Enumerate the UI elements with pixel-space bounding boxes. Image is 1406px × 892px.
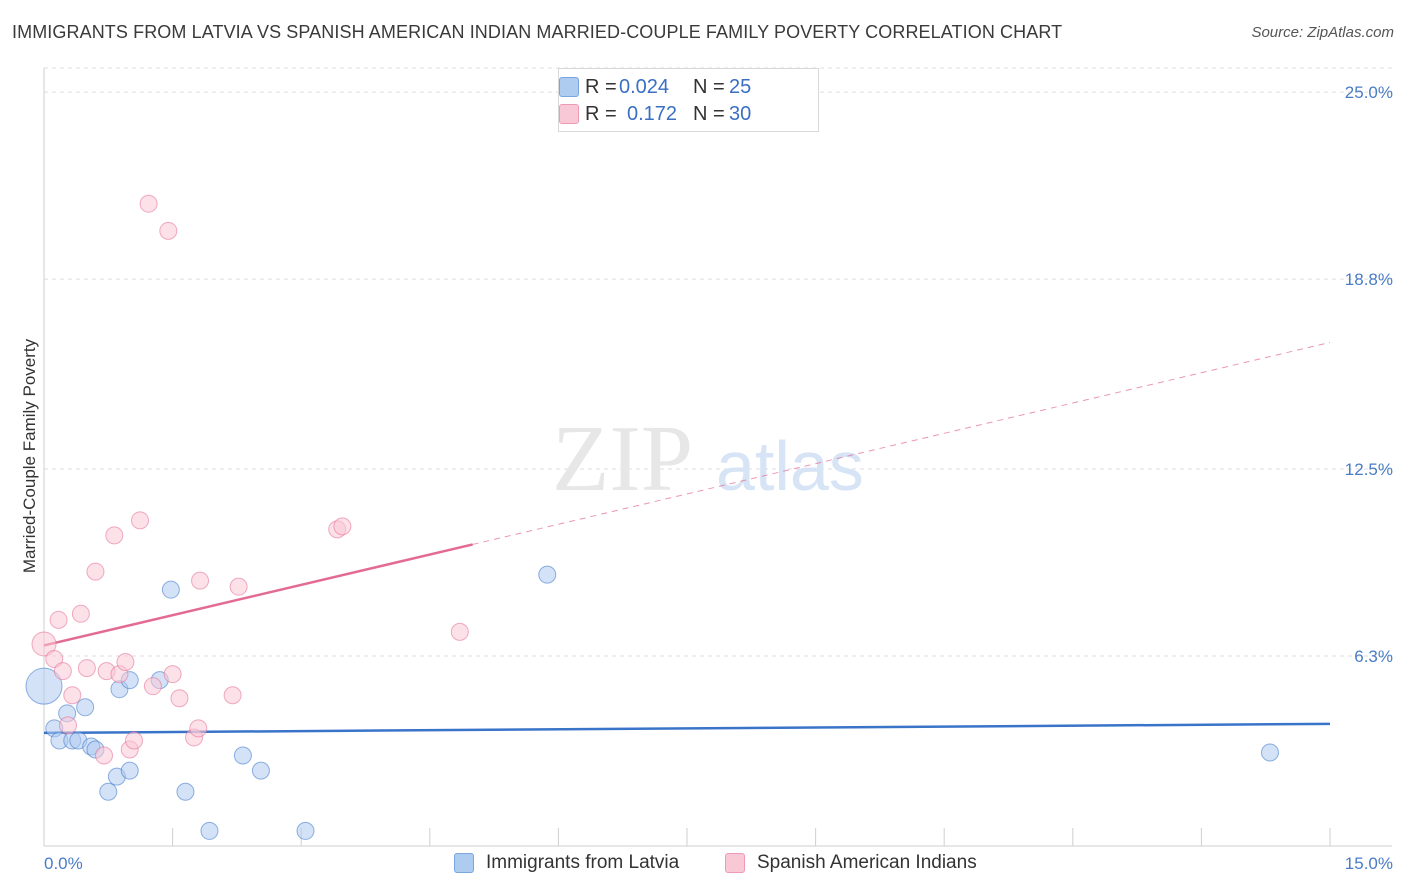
x-ticks <box>172 828 1331 846</box>
legend-n-value-spanish: 30 <box>729 102 752 125</box>
legend-n-value-latvia: 25 <box>729 75 752 98</box>
axes <box>43 68 1392 847</box>
data-point-spanish <box>163 665 182 684</box>
data-point-latvia <box>99 782 118 801</box>
y-tick-label: 6.3% <box>1354 647 1393 666</box>
data-point-spanish <box>450 622 469 641</box>
data-point-spanish <box>229 577 248 596</box>
trend-line-0 <box>43 722 1331 735</box>
data-point-spanish <box>71 604 90 623</box>
y-tick-labels: 6.3% 12.5% 18.8% 25.0% <box>1345 83 1393 666</box>
data-point-latvia <box>538 565 557 584</box>
legend-n-label: N = <box>693 102 725 125</box>
legend-swatch-latvia <box>454 853 474 873</box>
data-point-latvia <box>76 698 95 717</box>
y-tick-label: 18.8% <box>1345 270 1393 289</box>
legend-swatch-latvia <box>559 77 579 97</box>
trend-line-1 <box>43 543 473 647</box>
legend-n-label: N = <box>693 75 725 98</box>
data-point-spanish <box>77 659 96 678</box>
watermark-zip: ZIP <box>552 407 693 511</box>
data-point-latvia <box>25 667 63 705</box>
trend-lines <box>43 341 1331 735</box>
data-point-spanish <box>116 653 135 672</box>
source-attribution: Source: ZipAtlas.com <box>1251 24 1394 41</box>
data-point-latvia <box>233 746 252 765</box>
gridlines <box>44 67 1392 657</box>
data-point-spanish <box>31 631 57 657</box>
data-point-spanish <box>86 562 105 581</box>
legend-r-value-spanish: 0.172 <box>627 102 678 125</box>
legend-item-latvia: Immigrants from Latvia <box>454 852 679 874</box>
watermark: ZIP atlas <box>552 407 864 511</box>
watermark-atlas: atlas <box>716 427 864 505</box>
data-point-latvia <box>296 821 315 840</box>
data-point-spanish <box>159 221 178 240</box>
legend-r-label: R = <box>585 75 617 98</box>
data-point-spanish <box>53 662 72 681</box>
data-point-spanish <box>333 517 352 536</box>
correlation-legend: R = 0.024 N = 25 R = 0.172 N = 30 <box>558 68 819 132</box>
data-point-spanish <box>63 686 82 705</box>
y-axis-label: Married-Couple Family Poverty <box>20 338 39 573</box>
data-point-latvia <box>120 761 139 780</box>
y-tick-label: 12.5% <box>1345 460 1393 479</box>
legend-item-spanish: Spanish American Indians <box>725 852 977 874</box>
data-point-spanish <box>143 677 162 696</box>
data-point-latvia <box>161 580 180 599</box>
data-point-spanish <box>131 511 150 530</box>
data-point-spanish <box>105 526 124 545</box>
data-point-latvia <box>200 821 219 840</box>
trend-line-ext-1 <box>472 341 1331 545</box>
data-point-spanish <box>95 746 114 765</box>
data-point-spanish <box>59 716 78 735</box>
data-point-spanish <box>223 686 242 705</box>
legend-swatch-spanish <box>559 104 579 124</box>
data-point-spanish <box>189 719 208 738</box>
data-point-spanish <box>139 194 158 213</box>
data-point-spanish <box>125 731 144 750</box>
data-point-spanish <box>49 610 68 629</box>
legend-label-latvia: Immigrants from Latvia <box>486 852 680 873</box>
legend-swatch-spanish <box>725 853 745 873</box>
legend-r-label: R = <box>585 102 617 125</box>
data-point-latvia <box>1260 743 1279 762</box>
y-tick-label: 25.0% <box>1345 83 1393 102</box>
chart-title: IMMIGRANTS FROM LATVIA VS SPANISH AMERIC… <box>12 22 1063 42</box>
data-point-latvia <box>251 761 270 780</box>
data-point-spanish <box>170 689 189 708</box>
x-tick-label-min: 0.0% <box>44 854 83 873</box>
data-point-spanish <box>191 571 210 590</box>
data-point-latvia <box>176 782 195 801</box>
legend-label-spanish: Spanish American Indians <box>757 852 977 873</box>
legend-row-latvia: R = 0.024 N = 25 <box>559 75 752 99</box>
legend-row-spanish: R = 0.172 N = 30 <box>559 102 752 126</box>
x-tick-label-max: 15.0% <box>1345 854 1393 873</box>
legend-r-value-latvia: 0.024 <box>619 75 670 98</box>
series-legend: Immigrants from Latvia Spanish American … <box>0 852 1406 878</box>
data-points <box>25 194 1279 840</box>
